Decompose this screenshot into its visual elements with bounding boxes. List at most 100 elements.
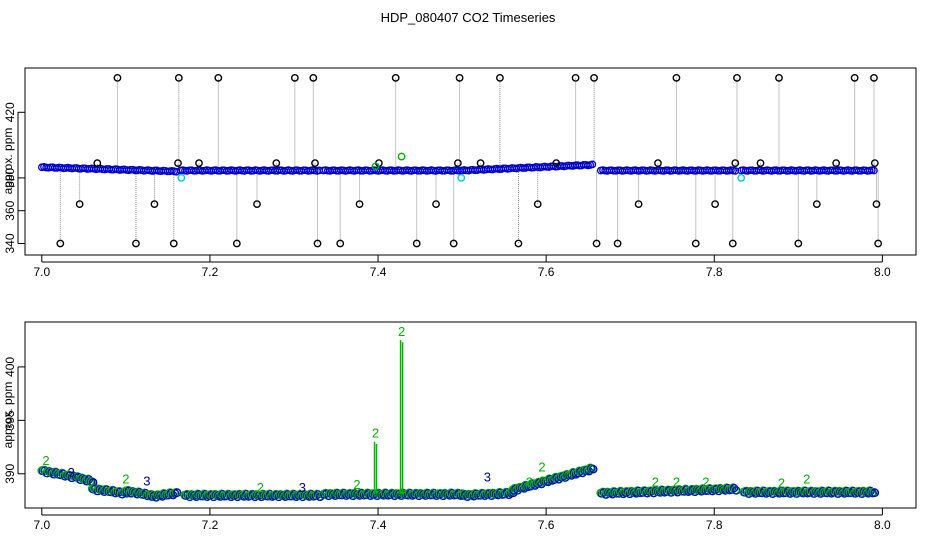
point-label: 2 [803,471,810,486]
outlier-point [232,239,241,248]
data-point-blue [166,488,176,498]
outlier-point-green [371,162,380,171]
point-label: 2 [257,480,264,495]
data-point-blue [478,489,488,498]
point-label: 2 [42,453,49,468]
outlier-point [56,239,65,248]
outlier-point [309,73,318,82]
top-panel-segments [59,77,879,244]
outlier-point [872,200,881,209]
point-label: 3 [143,474,150,489]
plot-frame-bottom [24,321,917,509]
x-tick-label: 7.2 [202,518,219,532]
outlier-point [113,73,122,82]
top-panel-outliers [56,73,883,248]
data-point-blue [825,487,834,496]
y-tick-label: 420 [3,102,17,122]
x-axis-top: 7.0 7.2 7.4 7.6 7.8 8.0 [33,255,891,279]
data-point-blue [201,490,210,499]
x-tick-label: 7.0 [33,265,50,279]
data-point-blue [266,490,275,499]
outlier-point [592,239,601,248]
outlier-point [794,239,803,248]
outlier-point [533,200,542,209]
point-label: 3 [299,480,306,495]
outlier-point [613,239,622,248]
x-tick-label: 7.8 [706,265,723,279]
outlier-point [514,239,523,248]
spike-label: 2 [372,426,379,441]
outlier-point [654,159,662,168]
outlier-point [432,200,440,209]
outlier-point [174,159,182,168]
outlier-point [336,239,345,248]
plot-frame-top [24,67,917,256]
y-axis-bottom: 390 395 400 [3,357,25,484]
outlier-point [75,200,84,209]
y-axis-label-top: approx. ppm [1,128,15,195]
outlier-point [496,73,504,82]
outlier-point [272,159,281,168]
data-point-blue [617,487,626,496]
data-point-blue [589,465,598,474]
point-label: 2 [526,475,533,490]
outlier-point [552,159,561,168]
data-point [870,166,878,175]
y-tick-label: 360 [3,200,17,220]
y-tick-label: 380 [3,168,17,188]
outlier-point [93,159,102,168]
outlier-point-green [397,152,406,161]
outlier-point [874,239,883,248]
outlier-point [731,159,740,168]
data-point-blue [757,488,767,498]
x-axis-bottom: 7.0 7.2 7.4 7.6 7.8 8.0 [33,508,891,532]
x-tick-label: 8.0 [874,518,891,532]
data-point-blue [807,487,817,496]
x-tick-label: 7.6 [538,265,555,279]
y-tick-label: 395 [3,410,17,430]
x-tick-label: 7.8 [706,518,723,532]
point-label: 2 [353,477,360,492]
data-point-blue [783,487,793,496]
data-point-blue [727,485,737,494]
outlier-point [455,73,464,82]
spike-label: 2 [398,324,405,339]
outlier-point [412,239,421,248]
point-label: 2 [702,475,709,490]
data-point-blue [729,484,739,493]
outlier-point-cyan [177,174,186,182]
outlier-point [832,159,841,168]
point-label: 2 [673,475,680,490]
x-tick-label: 8.0 [874,265,891,279]
outlier-point [691,239,700,248]
y-axis-label-bottom: approx. ppm [1,382,15,449]
x-tick-label: 7.0 [33,518,50,532]
outlier-point-cyan [457,174,466,182]
outlier-point [174,73,183,82]
outlier-point [195,159,203,168]
chart-title: HDP_080407 CO2 Timeseries [381,10,556,25]
outlier-point [812,200,821,209]
data-point-blue [289,490,299,499]
bottom-panel-series [37,340,880,502]
data-point-blue [224,490,234,499]
data-point-blue [198,492,208,501]
outlier-point [132,239,140,248]
outlier-point [870,73,878,82]
outlier-point [169,239,178,248]
data-point-blue [173,488,182,497]
outlier-point [253,200,261,209]
outlier-point [571,73,580,82]
point-label: 3 [484,469,491,484]
data-point [588,160,597,169]
data-point-blue [682,485,691,494]
panel-top: approx. ppm 7.0 7.2 7.4 7.6 7.8 8.0 340 360 380… [1,67,917,279]
outlier-point [290,73,299,82]
outlier-point [756,159,765,168]
data-point-blue [706,484,715,494]
outlier-point [449,239,458,248]
data-point-blue [849,487,858,496]
